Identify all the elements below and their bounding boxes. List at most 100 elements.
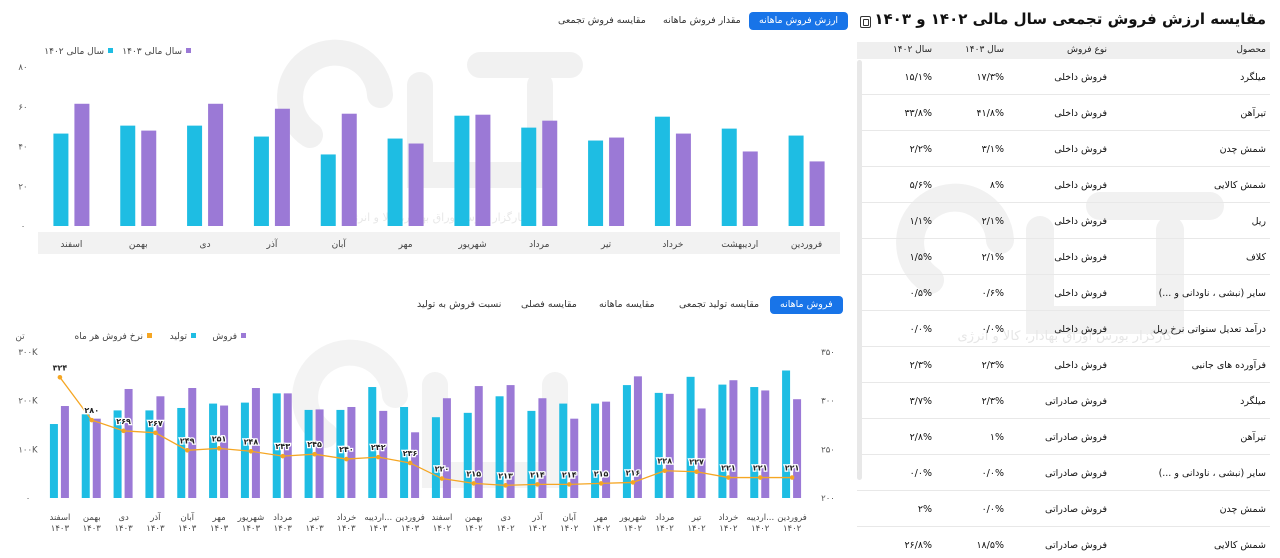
cell-1402: ۲% xyxy=(917,504,932,515)
bar-1403 xyxy=(74,103,90,226)
rate-point xyxy=(153,430,158,436)
x-tick-year: ۱۴۰۲ xyxy=(560,524,579,534)
rate-point xyxy=(312,451,317,457)
cell-sale-type: فروش داخلی xyxy=(1054,180,1107,191)
cell-1403: ۰/۰% xyxy=(981,468,1004,479)
cell-1402: ۲۶/۸% xyxy=(904,540,932,551)
cell-product: شمش چدن xyxy=(1219,144,1266,155)
y-right-tick-label: ۲۵۰ xyxy=(821,445,835,455)
rate-point xyxy=(375,454,381,460)
tab-seasonal-comparison[interactable]: مقایسه فصلی xyxy=(521,299,577,310)
bar-1402 xyxy=(654,116,670,226)
monthly-sales-value-chart: سال مالی ۱۴۰۳ سال مالی ۱۴۰۲ ۰ ۲۰ ۴۰ ۶۰ ۸۰ فرورد… xyxy=(18,47,840,254)
legend-swatch-rate xyxy=(147,333,152,338)
table-row[interactable]: شمش چدن فروش داخلی ۳/۱% ۲/۲% xyxy=(857,131,1270,167)
cell-1403: ۸% xyxy=(989,180,1004,191)
x-tick-label: بهمن xyxy=(129,240,148,250)
table-row[interactable]: تیرآهن فروش داخلی ۴۱/۸% ۳۳/۸% xyxy=(857,95,1270,131)
cell-sale-type: فروش داخلی xyxy=(1054,216,1107,227)
cell-1403: ۲/۱% xyxy=(981,216,1004,227)
y-tick-label: ۶۰ xyxy=(18,103,27,113)
x-tick-year: ۱۴۰۳ xyxy=(242,524,261,534)
x-tick-month: شهریور xyxy=(237,513,265,523)
bar-sales xyxy=(220,405,229,498)
cell-1402: ۵/۶% xyxy=(909,180,932,191)
rate-label: ۲۱۵ xyxy=(466,469,481,478)
x-tick-month: اردیبه... xyxy=(746,513,774,523)
table-row[interactable]: ریل فروش داخلی ۲/۱% ۱/۱% xyxy=(857,203,1270,239)
bar-1402 xyxy=(788,135,804,226)
rate-label: ۲۴۸ xyxy=(244,437,259,446)
bar-production xyxy=(686,376,695,498)
cell-sale-type: فروش صادراتی xyxy=(1045,540,1107,551)
table-row[interactable]: شمش چدن فروش صادراتی ۰/۰% ۲% xyxy=(857,491,1270,527)
bar-production xyxy=(145,410,154,498)
cell-1402: ۱۵/۱% xyxy=(904,72,932,83)
legend-label-1403: سال مالی ۱۴۰۳ xyxy=(122,47,182,57)
y-tick-label: ۰ xyxy=(21,222,26,232)
x-tick-year: ۱۴۰۳ xyxy=(83,524,102,534)
table-row[interactable]: میلگرد فروش داخلی ۱۷/۳% ۱۵/۱% xyxy=(857,59,1270,95)
bar-production xyxy=(718,384,727,498)
table-row[interactable]: شمش کالایی فروش صادراتی ۱۸/۵% ۲۶/۸% xyxy=(857,527,1270,558)
tab-monthly-sales-value[interactable]: ارزش فروش ماهانه xyxy=(749,12,849,30)
bar-sales xyxy=(60,406,69,498)
x-tick-month: دی xyxy=(500,513,511,523)
bar-production xyxy=(400,406,409,498)
bar-production xyxy=(272,393,281,498)
tab-cumulative-sales-comparison[interactable]: مقایسه فروش تجمعی xyxy=(558,15,646,26)
cell-1402: ۳/۷% xyxy=(909,396,932,407)
table-scrollbar[interactable] xyxy=(857,60,862,480)
cell-sale-type: فروش صادراتی xyxy=(1045,396,1107,407)
y-right-tick-label: ۲۰۰ xyxy=(821,494,835,504)
cell-1403: ۰/۰% xyxy=(981,504,1004,515)
rate-point xyxy=(757,475,763,480)
cell-1402: ۱/۱% xyxy=(909,216,932,227)
table-row[interactable]: درآمد تعدیل سنواتی نرخ ریل فروش داخلی ۰/۰%… xyxy=(857,311,1270,347)
cell-product: تیرآهن xyxy=(1240,432,1266,443)
table-row[interactable]: کلاف فروش داخلی ۲/۱% ۱/۵% xyxy=(857,239,1270,275)
table-row[interactable]: سایر (نبشی ، ناودانی و ...) فروش داخلی ۰/۶… xyxy=(857,275,1270,311)
x-tick-year: ۱۴۰۲ xyxy=(592,524,611,534)
comparison-table: محصول نوع فروش سال ۱۴۰۳ سال ۱۴۰۲ میلگرد ف… xyxy=(857,42,1270,558)
y-left-tick-label: ۰ xyxy=(26,494,31,504)
table-row[interactable]: تیرآهن فروش صادراتی ۱% ۲/۸% xyxy=(857,419,1270,455)
rate-label: ۲۴۳ xyxy=(275,442,290,451)
x-tick-label: خرداد xyxy=(662,240,683,250)
x-tick-year: ۱۴۰۲ xyxy=(465,524,484,534)
bar-1402 xyxy=(387,138,403,226)
rate-label: ۲۲۱ xyxy=(721,464,736,473)
bar-sales xyxy=(124,388,133,498)
rate-line xyxy=(59,376,793,486)
table-row[interactable]: میلگرد فروش صادراتی ۲/۳% ۳/۷% xyxy=(857,383,1270,419)
x-tick-label: شهریور xyxy=(457,240,486,250)
table-row[interactable]: سایر (نبشی ، ناودانی و ...) فروش صادراتی ۰… xyxy=(857,455,1270,491)
x-tick-year: ۱۴۰۲ xyxy=(496,524,515,534)
cell-1403: ۴۱/۸% xyxy=(976,108,1004,119)
export-icon[interactable] xyxy=(860,16,871,28)
tab-cumulative-production[interactable]: مقایسه تولید تجمعی xyxy=(679,299,760,310)
bar-sales xyxy=(379,410,388,498)
x-tick-month: مرداد xyxy=(655,513,674,523)
bar-1403 xyxy=(141,130,157,226)
bar-1403 xyxy=(809,161,825,226)
bar-production xyxy=(463,412,472,498)
tab-monthly-sales[interactable]: فروش ماهانه xyxy=(770,296,843,314)
tab-monthly-comparison[interactable]: مقایسه ماهانه xyxy=(599,299,655,310)
table-row[interactable]: شمش کالایی فروش داخلی ۸% ۵/۶% xyxy=(857,167,1270,203)
bar-sales xyxy=(665,393,674,498)
bar-sales xyxy=(251,388,260,498)
bar-1403 xyxy=(341,113,357,226)
x-tick-year: ۱۴۰۳ xyxy=(210,524,229,534)
x-tick-year: ۱۴۰۲ xyxy=(528,524,547,534)
rate-point xyxy=(566,482,572,487)
rate-label: ۲۲۸ xyxy=(657,457,672,466)
tab-monthly-sales-quantity[interactable]: مقدار فروش ماهانه xyxy=(663,15,741,26)
tab-sales-to-production[interactable]: نسبت فروش به تولید xyxy=(417,299,502,310)
rate-label: ۲۵۱ xyxy=(212,434,227,443)
x-tick-label: آذر xyxy=(265,238,277,250)
cell-product: میلگرد xyxy=(1240,396,1266,407)
table-row[interactable]: فرآورده های جانبی فروش داخلی ۲/۳% ۲/۳% xyxy=(857,347,1270,383)
cell-1402: ۱/۵% xyxy=(909,252,932,263)
bar-production xyxy=(49,424,58,498)
